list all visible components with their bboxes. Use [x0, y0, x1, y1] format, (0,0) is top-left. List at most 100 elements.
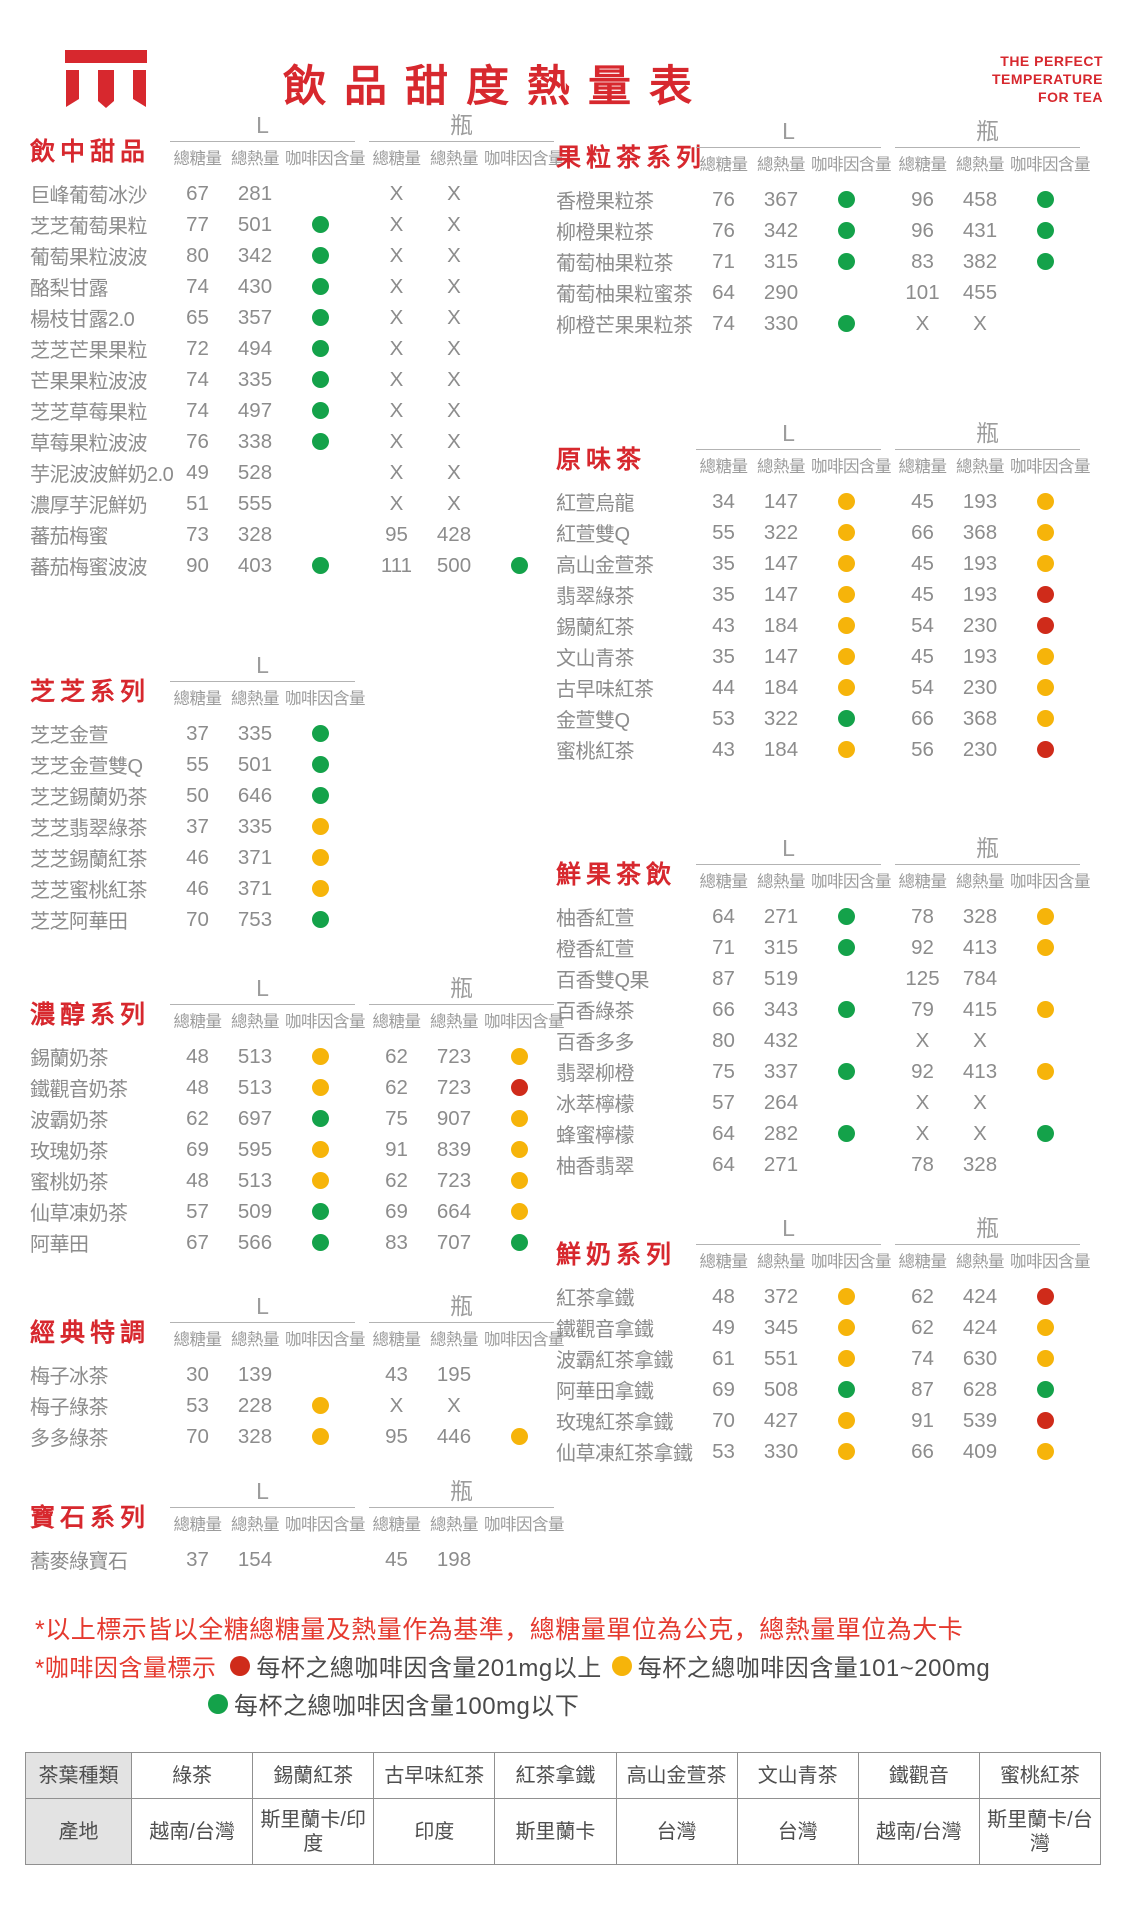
drink-name: 仙草凍紅茶拿鐵: [556, 1443, 693, 1466]
calorie-value: 494: [237, 336, 273, 360]
calorie-value: 342: [237, 243, 273, 267]
caffeine-legend-label: *咖啡因含量標示: [35, 1655, 217, 1682]
calorie-value: 184: [763, 675, 799, 699]
drink-name: 高山金萱茶: [556, 555, 654, 578]
size-group-header: L 總糖量 總熱量 咖啡因含量: [170, 1293, 366, 1350]
section-rows: 紅萱烏龍 34 147 45 193 紅萱雙Q 55 322 66 368 高山金萱茶 35 147 45…: [556, 486, 1080, 765]
section-rows: 梅子冰茶 30 139 43 195 梅子綠茶 53 228 X X 多多綠茶 70 328 95 446: [30, 1359, 554, 1452]
metric-header-row: 總糖量 總熱量 咖啡因含量: [369, 145, 565, 169]
sugar-value: 66: [911, 1439, 934, 1463]
caffeine-dot-green-icon: [510, 557, 528, 575]
caffeine-cell: [285, 1203, 355, 1221]
drink-row: 濃厚芋泥鮮奶 51 555 X X: [30, 488, 554, 519]
drink-name: 百香雙Q果: [556, 970, 650, 993]
group-underline: [895, 147, 1080, 149]
size-group-header: 瓶總糖量 總熱量 咖啡因含量: [369, 112, 565, 169]
calorie-value: 382: [962, 249, 998, 273]
caffeine-dot-yellow-icon: [837, 1288, 855, 1306]
caffeine-cell: [811, 648, 881, 666]
caffeine-dot-green-icon: [311, 402, 329, 420]
size-large-label: L: [782, 1215, 795, 1241]
origin-table-row: 茶葉種類 綠茶 錫蘭紅茶 古早味紅茶 紅茶拿鐵 高山金萱茶 文山青茶 鐵觀音 蜜桃紅茶: [26, 1753, 1101, 1799]
section-header: 果粒茶系列 L 總糖量 總熱量 咖啡因含量瓶總糖量 總熱量 咖啡因含量: [556, 118, 1091, 175]
caffeine-dot-green-icon: [1036, 253, 1054, 271]
calorie-value: 335: [237, 367, 273, 391]
caffeine-cell: [484, 1110, 554, 1128]
drink-name: 芋泥波波鮮奶2.0: [30, 464, 174, 487]
page-title: 飲品甜度熱量表: [283, 62, 710, 112]
drink-row: 百香多多 80 432 X X: [556, 1025, 1080, 1056]
calorie-value: X: [447, 336, 461, 360]
metric-header-row: 總糖量 總熱量 咖啡因含量: [696, 151, 892, 175]
caffeine-cell: [484, 1141, 554, 1159]
calorie-value: 228: [237, 1393, 273, 1417]
calorie-value: 322: [763, 520, 799, 544]
caffeine-dot-green-icon: [311, 216, 329, 234]
sugar-value: 45: [911, 644, 934, 668]
tea-type-cell: 鐵觀音: [858, 1753, 980, 1799]
origin-cell: 越南/台灣: [132, 1799, 254, 1865]
calorie-value: 723: [436, 1044, 472, 1068]
caffeine-dot-green-icon: [1036, 222, 1054, 240]
sugar-value: 62: [385, 1044, 408, 1068]
sugar-value: 71: [712, 935, 735, 959]
drink-name: 蜜桃紅茶: [556, 741, 635, 764]
calorie-value: 290: [763, 280, 799, 304]
caffeine-dot-green-icon: [311, 911, 329, 929]
metric-label: 總糖量: [898, 873, 948, 892]
tea-type-cell: 綠茶: [132, 1753, 254, 1799]
size-group-header: 瓶總糖量 總熱量 咖啡因含量: [369, 975, 565, 1032]
metric-label: 總糖量: [173, 150, 223, 169]
calorie-value: X: [447, 243, 461, 267]
caffeine-cell: [285, 402, 355, 420]
caffeine-cell: [811, 253, 881, 271]
calorie-value: 371: [237, 845, 273, 869]
caffeine-dot-yellow-icon: [1036, 1319, 1054, 1337]
calorie-value: 193: [962, 551, 998, 575]
metric-label: 咖啡因含量: [811, 1253, 892, 1272]
drink-row: 蕃茄梅蜜 73 328 95 428: [30, 519, 554, 550]
section-rows: 巨峰葡萄冰沙 67 281 X X 芝芝葡萄果粒 77 501 X X 葡萄果粒波波 80 342 X X 酪…: [30, 178, 554, 581]
drink-row: 草莓果粒波波 76 338 X X: [30, 426, 554, 457]
caffeine-dot-red-icon: [1036, 617, 1054, 635]
sugar-value: 80: [712, 1028, 735, 1052]
group-underline: [369, 141, 554, 143]
caffeine-dot-green-icon: [1036, 191, 1054, 209]
drink-row: 芋泥波波鮮奶2.0 49 528 X X: [30, 457, 554, 488]
metric-label: 總糖量: [173, 1013, 223, 1032]
sugar-value: 46: [186, 876, 209, 900]
calorie-value: 337: [763, 1059, 799, 1083]
sugar-value: 96: [911, 218, 934, 242]
drink-name: 柚香翡翠: [556, 1156, 635, 1179]
caffeine-dot-green-icon: [311, 340, 329, 358]
section-rich-milk-tea-series: 濃醇系列 L 總糖量 總熱量 咖啡因含量瓶總糖量 總熱量 咖啡因含量 錫蘭奶茶 48 513 62 7…: [30, 975, 565, 1258]
caffeine-dot-yellow-icon: [837, 741, 855, 759]
metric-label: 總熱量: [430, 1331, 479, 1350]
drink-name: 仙草凍奶茶: [30, 1203, 128, 1226]
legend-text-low: 每杯之總咖啡因含量100mg以下: [234, 1693, 580, 1720]
sugar-value: 37: [186, 814, 209, 838]
calorie-value: X: [447, 460, 461, 484]
sugar-value: 71: [712, 249, 735, 273]
calorie-value: 322: [763, 706, 799, 730]
drink-name: 芝芝草莓果粒: [30, 402, 148, 425]
drink-row: 楊枝甘露2.0 65 357 X X: [30, 302, 554, 333]
calorie-value: 707: [436, 1230, 472, 1254]
caffeine-cell: [811, 741, 881, 759]
caffeine-cell: [484, 1428, 554, 1446]
calorie-value: 264: [763, 1090, 799, 1114]
drink-row: 阿華田拿鐵 69 508 87 628: [556, 1374, 1080, 1405]
calorie-value: 367: [763, 187, 799, 211]
drink-row: 蜂蜜檸檬 64 282 X X: [556, 1118, 1080, 1149]
sugar-value: 74: [186, 367, 209, 391]
caffeine-cell: [811, 908, 881, 926]
calorie-value: 193: [962, 644, 998, 668]
sugar-value: 43: [385, 1362, 408, 1386]
metric-label: 總糖量: [372, 150, 422, 169]
drink-row: 翡翠綠茶 35 147 45 193: [556, 579, 1080, 610]
calorie-value: 508: [763, 1377, 799, 1401]
group-underline: [369, 1322, 554, 1324]
caffeine-cell: [285, 1079, 355, 1097]
size-bottle-label: 瓶: [976, 1215, 999, 1241]
drink-name: 蜂蜜檸檬: [556, 1125, 635, 1148]
